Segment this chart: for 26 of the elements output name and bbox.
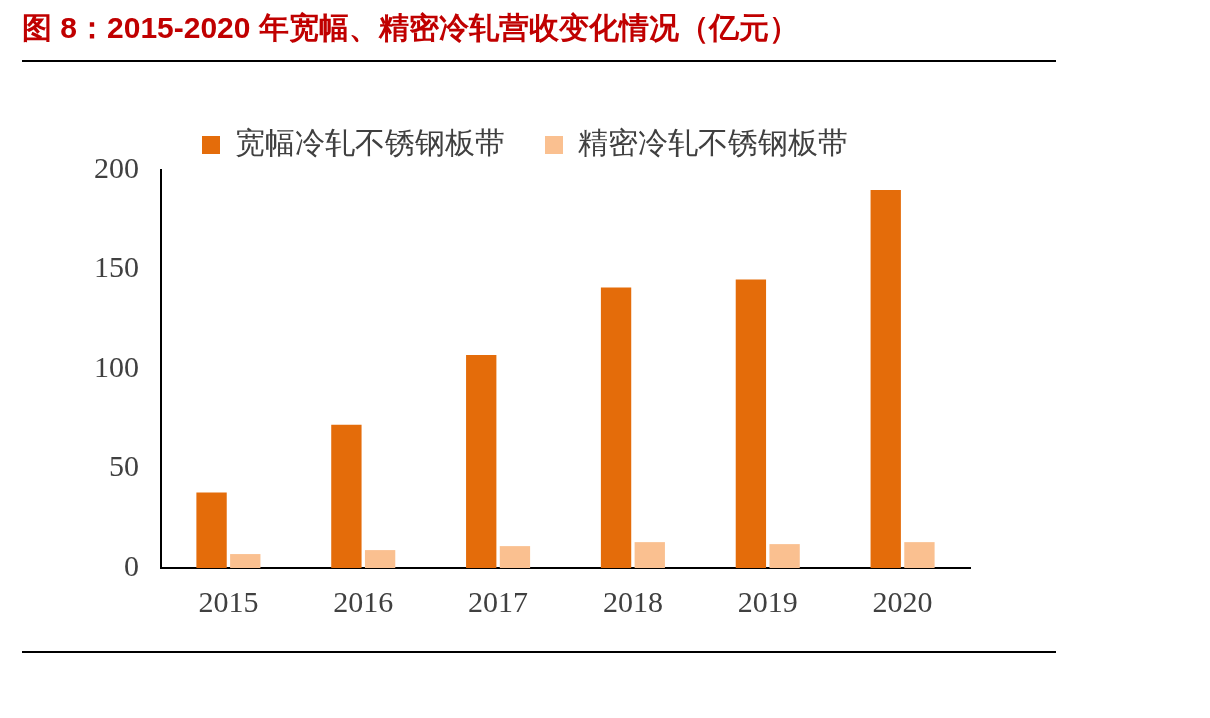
x-tick-label: 2020 [872,584,933,618]
x-tick-label: 2015 [198,584,259,618]
bar [634,542,665,568]
bar [331,424,362,568]
bar [499,546,531,568]
y-tick-label: 50 [109,449,139,483]
legend-label: 宽幅冷轧不锈钢板带 [235,125,505,159]
y-tick-label: 100 [94,349,139,383]
y-tick-label: 0 [124,548,139,582]
x-tick-label: 2016 [333,584,394,618]
bar [600,287,632,568]
bar [769,544,800,568]
bar [904,542,935,568]
x-tick-label: 2018 [602,584,663,618]
bar [466,355,497,568]
bar [196,492,227,568]
y-tick-label: 200 [94,150,139,184]
legend-label: 精密冷轧不锈钢板带 [578,125,848,159]
bar [230,554,261,568]
x-tick-label: 2017 [468,584,529,618]
chart-title: 图 8：2015-2020 年宽幅、精密冷轧营收变化情况（亿元） [22,10,799,46]
bar [735,279,767,568]
bar [870,189,901,568]
y-tick-label: 150 [94,250,139,284]
bar [364,550,396,568]
x-tick-label: 2019 [737,584,798,618]
